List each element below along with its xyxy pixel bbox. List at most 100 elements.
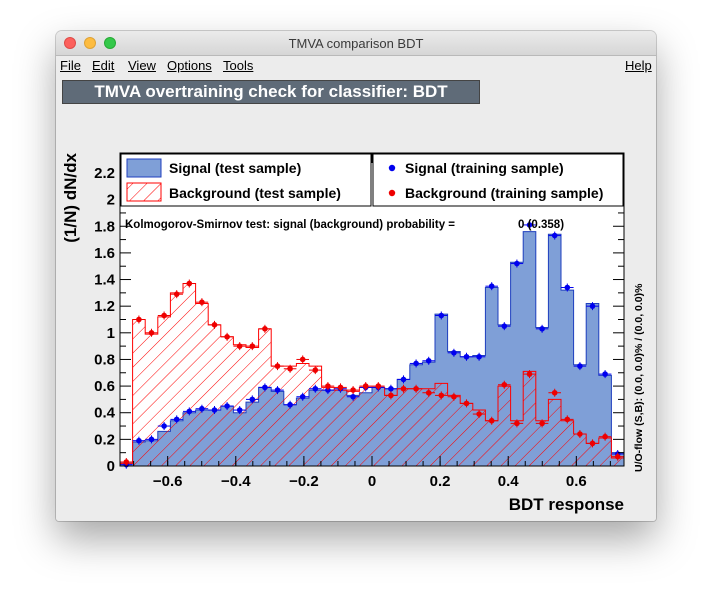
legend-background-train-marker	[388, 189, 396, 197]
x-tick-label: 0.2	[430, 473, 451, 490]
signal-train-point	[199, 405, 205, 412]
close-window-button[interactable]	[64, 37, 76, 49]
x-axis-label: BDT response	[509, 495, 624, 514]
window-title: TMVA comparison BDT	[288, 36, 424, 51]
signal-train-point	[350, 393, 356, 400]
menu-bar: File Edit View Options Tools Help	[56, 56, 656, 76]
background-train-point	[463, 400, 470, 407]
y-tick-label: 0	[107, 458, 115, 475]
signal-train-point	[262, 384, 268, 391]
legend-background-train-label: Background (training sample)	[405, 185, 603, 201]
signal-train-point	[438, 312, 445, 319]
background-train-point	[173, 291, 180, 297]
background-train-point	[400, 385, 407, 392]
y-tick-label: 1.6	[94, 245, 115, 262]
signal-train-point	[287, 401, 293, 408]
legend-background-test-label: Background (test sample)	[169, 185, 341, 201]
menu-tools[interactable]: Tools	[223, 58, 254, 73]
menu-options[interactable]: Options	[167, 58, 212, 73]
chart-title: TMVA overtraining check for classifier: …	[62, 80, 480, 104]
signal-train-point	[224, 403, 230, 409]
signal-train-point	[488, 283, 495, 289]
background-train-point	[337, 384, 344, 391]
maximize-window-button[interactable]	[104, 37, 116, 49]
background-train-point	[299, 356, 306, 363]
signal-train-point	[526, 222, 533, 228]
signal-train-point	[161, 423, 167, 429]
background-train-point	[551, 389, 558, 396]
signal-train-point	[425, 357, 432, 364]
minimize-window-button[interactable]	[84, 37, 96, 49]
x-tick-label: 0.4	[498, 473, 520, 490]
x-tick-label: −0.6	[153, 473, 183, 490]
y-axis-label: (1/N) dN/dx	[61, 152, 80, 242]
x-tick-label: −0.4	[221, 473, 251, 490]
legend-train	[372, 153, 624, 207]
y-tick-label: 2.2	[94, 165, 115, 182]
x-tick-label: 0.6	[566, 473, 587, 490]
background-train-point	[199, 299, 205, 305]
signal-train-point	[577, 363, 583, 369]
legend-signal-test-swatch	[126, 158, 162, 178]
signal-train-point	[476, 353, 482, 360]
background-train-point	[602, 433, 608, 440]
background-train-point	[614, 453, 621, 460]
y-tick-label: 1	[107, 325, 115, 342]
root-canvas[interactable]: TMVA overtraining check for classifier: …	[56, 76, 656, 521]
menu-file[interactable]: File	[60, 58, 81, 73]
legend-signal-train-label: Signal (training sample)	[405, 160, 564, 176]
background-train-point	[312, 367, 319, 373]
overtraining-chart: 0 0.2 0.4 0.6 0.8 1 1.2 1.4 1.6 1.8 2 2.2 −0.6 −0.4 −0…	[61, 152, 645, 514]
signal-train-point	[236, 407, 243, 413]
legend-signal-test-label: Signal (test sample)	[169, 160, 301, 176]
y-tick-label: 0.4	[94, 405, 116, 422]
y-tick-label: 1.8	[94, 218, 115, 235]
background-train-point	[488, 417, 495, 424]
signal-train-point	[274, 387, 281, 393]
menu-view[interactable]: View	[128, 58, 156, 73]
y-tick-label: 1.2	[94, 298, 115, 315]
x-tick-label: −0.2	[289, 473, 319, 490]
background-train-point	[262, 326, 268, 332]
y-tick-label: 0.6	[94, 378, 115, 395]
background-train-point	[375, 383, 382, 389]
background-train-point	[388, 392, 394, 399]
background-train-point	[526, 371, 533, 377]
signal-train-point	[173, 416, 180, 423]
signal-train-point	[136, 437, 142, 444]
signal-train-point	[451, 349, 457, 356]
y-tick-label: 0.2	[94, 431, 115, 448]
signal-train-point	[400, 376, 407, 383]
ks-test-text: Kolmogorov-Smirnov test: signal (backgro…	[125, 219, 455, 231]
overflow-text: U/O-flow (S,B): (0.0, 0.0)% / (0.0, 0.0)…	[633, 283, 645, 472]
signal-train-point	[602, 371, 608, 377]
app-window: TMVA comparison BDT File Edit View Optio…	[56, 31, 656, 521]
background-train-point	[274, 363, 281, 369]
signal-train-point	[299, 393, 306, 400]
menu-help[interactable]: Help	[625, 58, 652, 73]
legend-background-test-swatch	[126, 182, 162, 202]
background-train-point	[564, 416, 571, 423]
background-train-point	[186, 280, 193, 287]
background-train-point	[476, 411, 482, 417]
signal-train-point	[249, 396, 256, 403]
signal-train-point	[463, 353, 470, 360]
signal-train-point	[514, 260, 520, 267]
background-train-point	[577, 431, 583, 437]
background-train-point	[136, 316, 142, 323]
signal-train-point	[501, 323, 508, 329]
signal-train-point	[551, 232, 558, 239]
signal-train-point	[148, 436, 155, 443]
signal-train-point	[564, 284, 571, 291]
menu-edit[interactable]: Edit	[92, 58, 115, 73]
ks-test-value: 0 (0.358)	[518, 219, 564, 231]
signal-train-point	[312, 385, 319, 392]
x-tick-label: 0	[368, 473, 376, 490]
title-bar[interactable]: TMVA comparison BDT	[56, 31, 656, 56]
background-train-point	[249, 343, 256, 349]
signal-train-point	[413, 360, 419, 367]
background-train-point	[350, 387, 356, 393]
background-train-point	[539, 420, 545, 427]
legend-test	[120, 153, 372, 207]
background-train-point	[413, 385, 419, 392]
